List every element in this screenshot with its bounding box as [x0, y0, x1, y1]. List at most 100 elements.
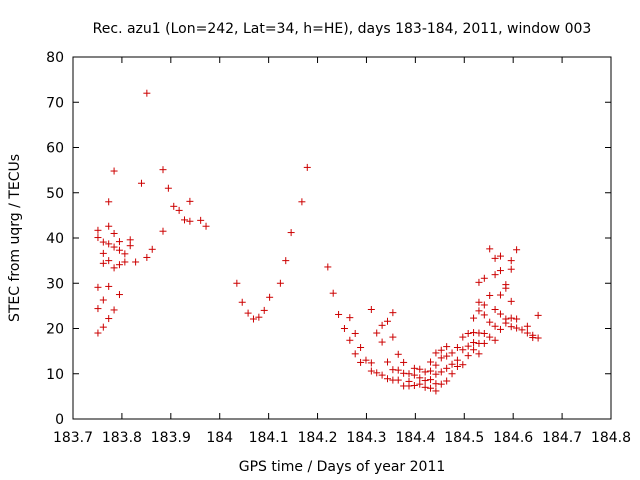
- data-point: [159, 166, 167, 174]
- y-tick-label: 20: [46, 322, 64, 338]
- data-point: [126, 236, 134, 244]
- data-point: [110, 243, 118, 251]
- data-point: [464, 329, 472, 337]
- data-point: [502, 319, 510, 327]
- y-tick-label: 60: [46, 141, 64, 157]
- data-point: [303, 163, 311, 171]
- data-point: [437, 354, 445, 362]
- data-point: [115, 261, 123, 269]
- data-point: [421, 383, 429, 391]
- data-point: [513, 246, 521, 254]
- data-point: [148, 245, 156, 253]
- x-tick-label: 184.8: [591, 430, 631, 446]
- data-point: [367, 305, 375, 313]
- data-point: [427, 358, 435, 366]
- data-point: [329, 289, 337, 297]
- data-point: [486, 333, 494, 341]
- axis-ticks: [72, 56, 612, 420]
- data-point: [121, 250, 129, 258]
- data-point: [507, 265, 515, 273]
- data-point: [249, 315, 257, 323]
- data-point: [367, 367, 375, 375]
- data-point: [105, 240, 113, 248]
- data-point: [94, 305, 102, 313]
- data-point: [175, 206, 183, 214]
- data-point: [486, 318, 494, 326]
- data-point: [383, 317, 391, 325]
- data-point: [470, 314, 478, 322]
- data-point: [502, 284, 510, 292]
- data-point: [400, 358, 408, 366]
- data-point: [518, 326, 526, 334]
- data-point: [427, 384, 435, 392]
- data-point: [266, 293, 274, 301]
- y-tick-label: 50: [46, 186, 64, 202]
- data-point: [513, 315, 521, 323]
- data-point: [181, 216, 189, 224]
- data-point: [389, 309, 397, 317]
- data-point: [373, 369, 381, 377]
- data-point: [186, 217, 194, 225]
- data-point: [486, 245, 494, 253]
- x-tick-label: 183.9: [151, 430, 191, 446]
- x-tick-label: 184.1: [249, 430, 289, 446]
- data-point: [443, 352, 451, 360]
- data-point: [427, 376, 435, 384]
- data-point: [244, 309, 252, 317]
- data-point: [432, 361, 440, 369]
- data-point: [115, 246, 123, 254]
- data-point: [459, 333, 467, 341]
- data-point: [99, 296, 107, 304]
- data-point: [432, 387, 440, 395]
- y-tick-label: 40: [46, 231, 64, 247]
- x-tick-label: 183.8: [102, 430, 142, 446]
- data-point: [480, 301, 488, 309]
- data-point: [99, 259, 107, 267]
- data-point: [421, 377, 429, 385]
- data-point: [486, 291, 494, 299]
- data-points: [94, 89, 542, 395]
- data-point: [523, 329, 531, 337]
- data-point: [94, 234, 102, 242]
- data-point: [513, 324, 521, 332]
- data-point: [496, 267, 504, 275]
- data-point: [410, 382, 418, 390]
- data-point: [383, 358, 391, 366]
- data-point: [238, 298, 246, 306]
- data-point: [383, 375, 391, 383]
- data-point: [121, 258, 129, 266]
- data-point: [475, 350, 483, 358]
- data-point: [464, 352, 472, 360]
- data-point: [115, 291, 123, 299]
- data-point: [389, 333, 397, 341]
- data-point: [480, 339, 488, 347]
- data-point: [287, 229, 295, 237]
- data-point: [94, 226, 102, 234]
- data-point: [416, 374, 424, 382]
- data-point: [416, 365, 424, 373]
- data-point: [496, 252, 504, 260]
- data-point: [443, 364, 451, 372]
- data-point: [410, 371, 418, 379]
- data-point: [137, 179, 145, 187]
- data-point: [105, 198, 113, 206]
- data-point: [480, 311, 488, 319]
- data-point: [115, 238, 123, 246]
- data-point: [298, 198, 306, 206]
- data-point: [164, 184, 172, 192]
- data-point: [507, 257, 515, 265]
- x-tick-label: 184.2: [297, 430, 337, 446]
- data-point: [346, 336, 354, 344]
- data-point: [448, 360, 456, 368]
- data-point: [475, 307, 483, 315]
- data-point: [496, 310, 504, 318]
- data-point: [202, 222, 210, 230]
- data-point: [357, 358, 365, 366]
- data-point: [496, 325, 504, 333]
- y-tick-label: 30: [46, 276, 64, 292]
- data-point: [437, 346, 445, 354]
- plot-frame: [72, 56, 612, 420]
- data-point: [110, 306, 118, 314]
- data-point: [496, 291, 504, 299]
- data-point: [507, 323, 515, 331]
